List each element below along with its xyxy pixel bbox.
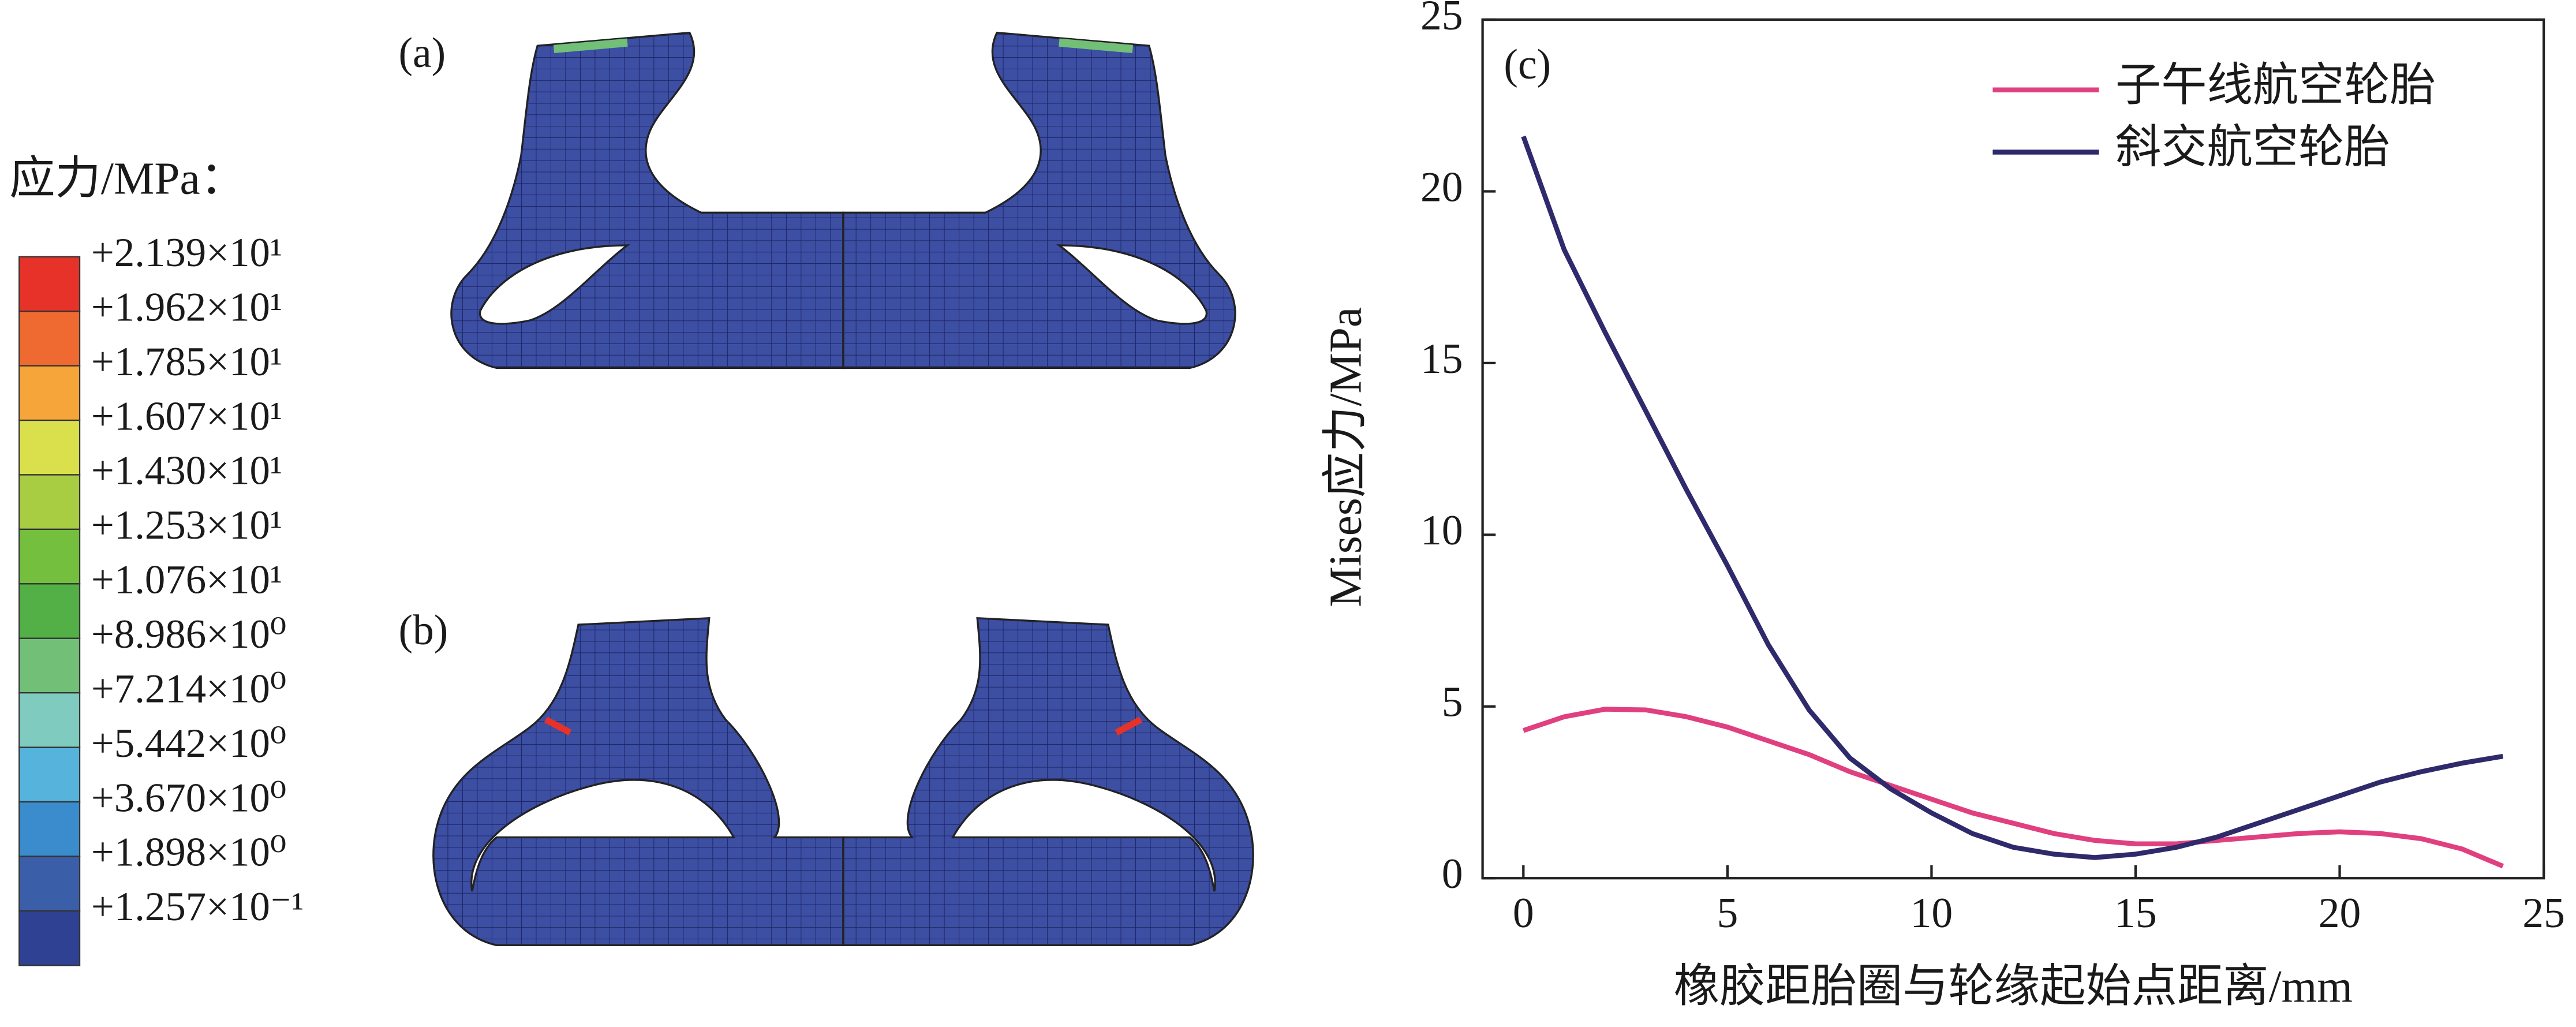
- colorbar-label: +2.139×10¹: [91, 230, 282, 275]
- x-tick-label: 15: [2114, 889, 2157, 936]
- line-series: [1522, 707, 2504, 869]
- y-tick-label: 10: [1420, 506, 1463, 554]
- x-tick-label: 20: [2319, 889, 2361, 936]
- colorbar-label: +1.430×10¹: [91, 449, 282, 494]
- colorbar-segment: [18, 474, 81, 531]
- x-tick-label: 5: [1717, 889, 1738, 936]
- colorbar-segment: [18, 910, 81, 966]
- colorbar-label: +1.962×10¹: [91, 285, 282, 330]
- colorbar-label: +8.986×10⁰: [91, 612, 286, 657]
- x-tick-label: 0: [1513, 889, 1534, 936]
- y-tick-label: 20: [1420, 163, 1463, 210]
- y-tick-label: 5: [1442, 678, 1463, 726]
- colorbar-segment: [18, 528, 81, 585]
- legend-label: 斜交航空轮胎: [2115, 122, 2390, 173]
- colorbar-segment: [18, 746, 81, 803]
- y-tick-label: 0: [1442, 850, 1463, 897]
- fea-model-a: [450, 33, 1235, 368]
- panel-label: (b): [398, 606, 448, 653]
- x-axis-label: 橡胶距胎圈与轮缘起始点距离/mm: [1674, 961, 2353, 1012]
- colorbar-label: +3.670×10⁰: [91, 775, 286, 820]
- colorbar-segment: [18, 583, 81, 639]
- colorbar-label: +1.898×10⁰: [91, 830, 286, 875]
- colorbar-title: 应力/MPa：: [9, 153, 246, 204]
- y-tick-label: 15: [1420, 335, 1463, 382]
- legend-label: 子午线航空轮胎: [2115, 60, 2436, 111]
- colorbar-segment: [18, 692, 81, 748]
- x-tick-label: 10: [1910, 889, 1953, 936]
- line-series: [1521, 135, 2504, 860]
- colorbar-label: +5.442×10⁰: [91, 721, 286, 766]
- colorbar-label: +1.257×10⁻¹: [91, 884, 304, 929]
- fea-model-b: [432, 618, 1253, 946]
- colorbar-segment: [18, 311, 81, 367]
- colorbar-segment: [18, 856, 81, 912]
- colorbar-label: +1.076×10¹: [91, 558, 282, 603]
- colorbar-segment: [18, 637, 81, 694]
- colorbar-label: +1.607×10¹: [91, 394, 282, 439]
- colorbar-label: +1.253×10¹: [91, 503, 282, 548]
- y-axis-label: Mises应力/MPa: [1320, 307, 1371, 607]
- colorbar-label: +1.785×10¹: [91, 339, 282, 384]
- plot-frame: [1481, 18, 2545, 880]
- colorbar-label: +7.214×10⁰: [91, 666, 286, 711]
- colorbar-segment: [18, 801, 81, 857]
- panel-label: (a): [398, 29, 446, 76]
- colorbar-segment: [18, 365, 81, 421]
- x-tick-label: 25: [2522, 889, 2565, 936]
- y-tick-label: 25: [1420, 0, 1463, 39]
- colorbar-segment: [18, 419, 81, 476]
- colorbar-segment: [18, 256, 81, 312]
- chart: 0 5 10 15 20 25 0 5 10 15 20 25 橡胶距胎圈与轮缘起始点距离/mm Mise…: [1320, 0, 2565, 1012]
- colorbar: +2.139×10¹ +1.962×10¹ +1.785×10¹ +1.607×10¹…: [18, 230, 304, 966]
- panel-label: (c): [1504, 40, 1551, 88]
